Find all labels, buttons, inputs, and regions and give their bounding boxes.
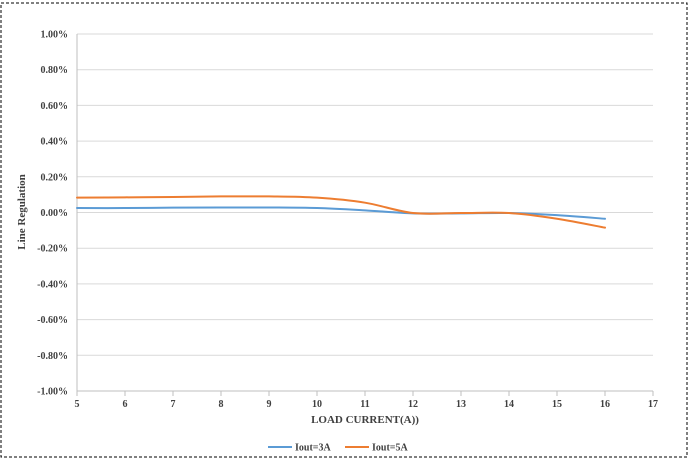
x-tick-labels: 5 6 7 8 9 10 11 12 13 14 15 16 17	[75, 399, 659, 410]
x-tick-label: 9	[267, 399, 272, 410]
x-tick-label: 5	[75, 399, 80, 410]
x-axis-label: LOAD CURRENT(A))	[311, 414, 419, 426]
legend-label-1: Iout=3A	[295, 443, 331, 454]
x-tick-label: 17	[648, 399, 658, 410]
x-tick-label: 10	[312, 399, 322, 410]
x-tick-label: 12	[408, 399, 418, 410]
y-tick-label: 1.00%	[41, 30, 69, 41]
x-tick-label: 15	[552, 399, 562, 410]
y-tick-label: -0.40%	[37, 279, 68, 290]
y-tick-label: -0.60%	[37, 315, 68, 326]
y-tick-label: -0.80%	[37, 351, 68, 362]
y-tick-label: -0.20%	[37, 244, 68, 255]
y-tick-label: 0.40%	[41, 137, 69, 148]
series-lines	[76, 195, 606, 229]
y-tick-label: 0.80%	[41, 65, 69, 76]
legend-label-2: Iout=5A	[372, 443, 408, 454]
series-line-2	[76, 195, 606, 229]
x-tick-label: 11	[360, 399, 369, 410]
y-tick-label: 0.00%	[41, 208, 69, 219]
axes	[76, 34, 654, 396]
legend: Iout=3A Iout=5A	[268, 443, 408, 454]
x-tick-label: 7	[171, 399, 176, 410]
gridlines	[77, 33, 653, 392]
y-tick-label: 0.60%	[41, 101, 69, 112]
series-line-1	[76, 206, 606, 220]
x-tick-label: 16	[600, 399, 610, 410]
x-tick-label: 8	[219, 399, 224, 410]
y-tick-labels: 1.00% 0.80% 0.60% 0.40% 0.20% 0.00% -0.20% -0.4…	[37, 30, 68, 398]
y-tick-label: -1.00%	[37, 387, 68, 398]
x-tick-label: 14	[504, 399, 514, 410]
y-axis-label: Line Regulation	[16, 174, 28, 249]
x-tick-label: 6	[123, 399, 128, 410]
x-tick-label: 13	[456, 399, 466, 410]
y-tick-label: 0.20%	[41, 172, 69, 183]
